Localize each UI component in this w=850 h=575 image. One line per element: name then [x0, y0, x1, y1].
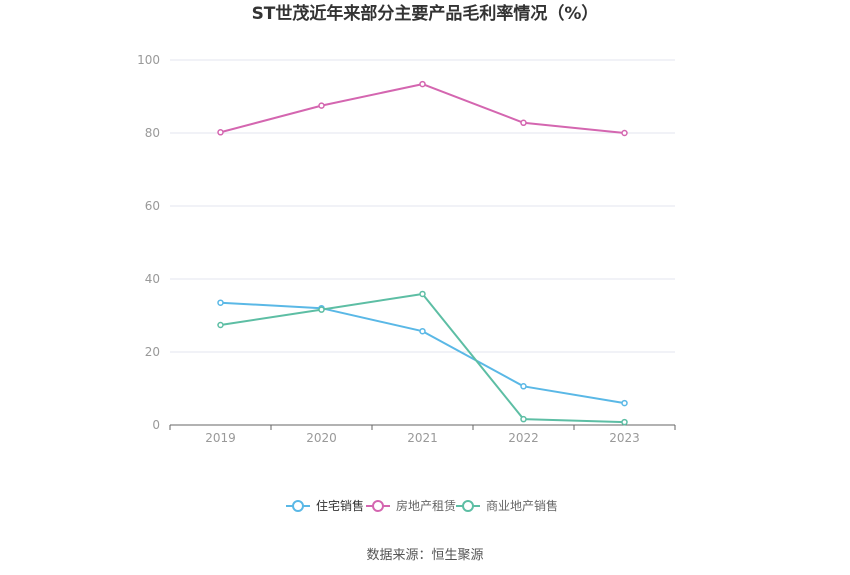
x-tick-label: 2023 [609, 431, 640, 445]
x-tick-label: 2020 [306, 431, 337, 445]
y-tick-label: 60 [145, 199, 160, 213]
legend-label: 商业地产销售 [486, 498, 558, 513]
y-tick-label: 40 [145, 272, 160, 286]
source-text: 数据来源：恒生聚源 [366, 548, 483, 563]
series-3 [217, 290, 628, 426]
data-point [520, 415, 527, 423]
chart-title: ST世茂近年来部分主要产品毛利率情况（%） [252, 3, 599, 24]
series-line [220, 83, 625, 134]
y-axis: 0 20 40 60 80 100 [137, 53, 160, 432]
data-point [217, 299, 224, 306]
data-point [419, 290, 426, 298]
data-point [520, 383, 527, 390]
x-tick-label: 2021 [407, 431, 438, 445]
data-point [621, 129, 628, 137]
data-point [318, 102, 325, 109]
grid-lines [170, 59, 675, 353]
y-tick-label: 80 [145, 126, 160, 140]
legend-marker [462, 500, 474, 512]
data-point [621, 399, 628, 407]
series-line [220, 301, 625, 405]
x-tick-label: 2019 [205, 431, 236, 445]
y-tick-label: 20 [145, 345, 160, 359]
legend-item[interactable]: 商业地产销售 [456, 498, 558, 513]
data-point [419, 327, 426, 335]
y-tick-label: 0 [152, 418, 160, 432]
data-point [318, 306, 325, 313]
data-point [419, 80, 426, 88]
legend-marker [292, 500, 304, 512]
data-point [520, 119, 527, 127]
legend-marker [372, 500, 384, 512]
data-point [217, 129, 224, 136]
legend-item[interactable]: 住宅销售 [286, 498, 364, 513]
legend-label: 房地产租赁 [396, 498, 456, 513]
x-axis: 2019 2020 2021 2022 2023 [169, 424, 676, 445]
x-tick-label: 2022 [508, 431, 539, 445]
legend-label: 住宅销售 [316, 498, 364, 513]
series-layer [217, 80, 628, 426]
y-tick-label: 100 [137, 53, 160, 67]
series-2 [217, 80, 628, 137]
data-point [621, 418, 628, 426]
legend-item[interactable]: 房地产租赁 [366, 498, 456, 513]
data-point [217, 321, 224, 329]
series-line [220, 292, 625, 424]
legend: 住宅销售 房地产租赁 商业地产销售 [286, 498, 558, 513]
